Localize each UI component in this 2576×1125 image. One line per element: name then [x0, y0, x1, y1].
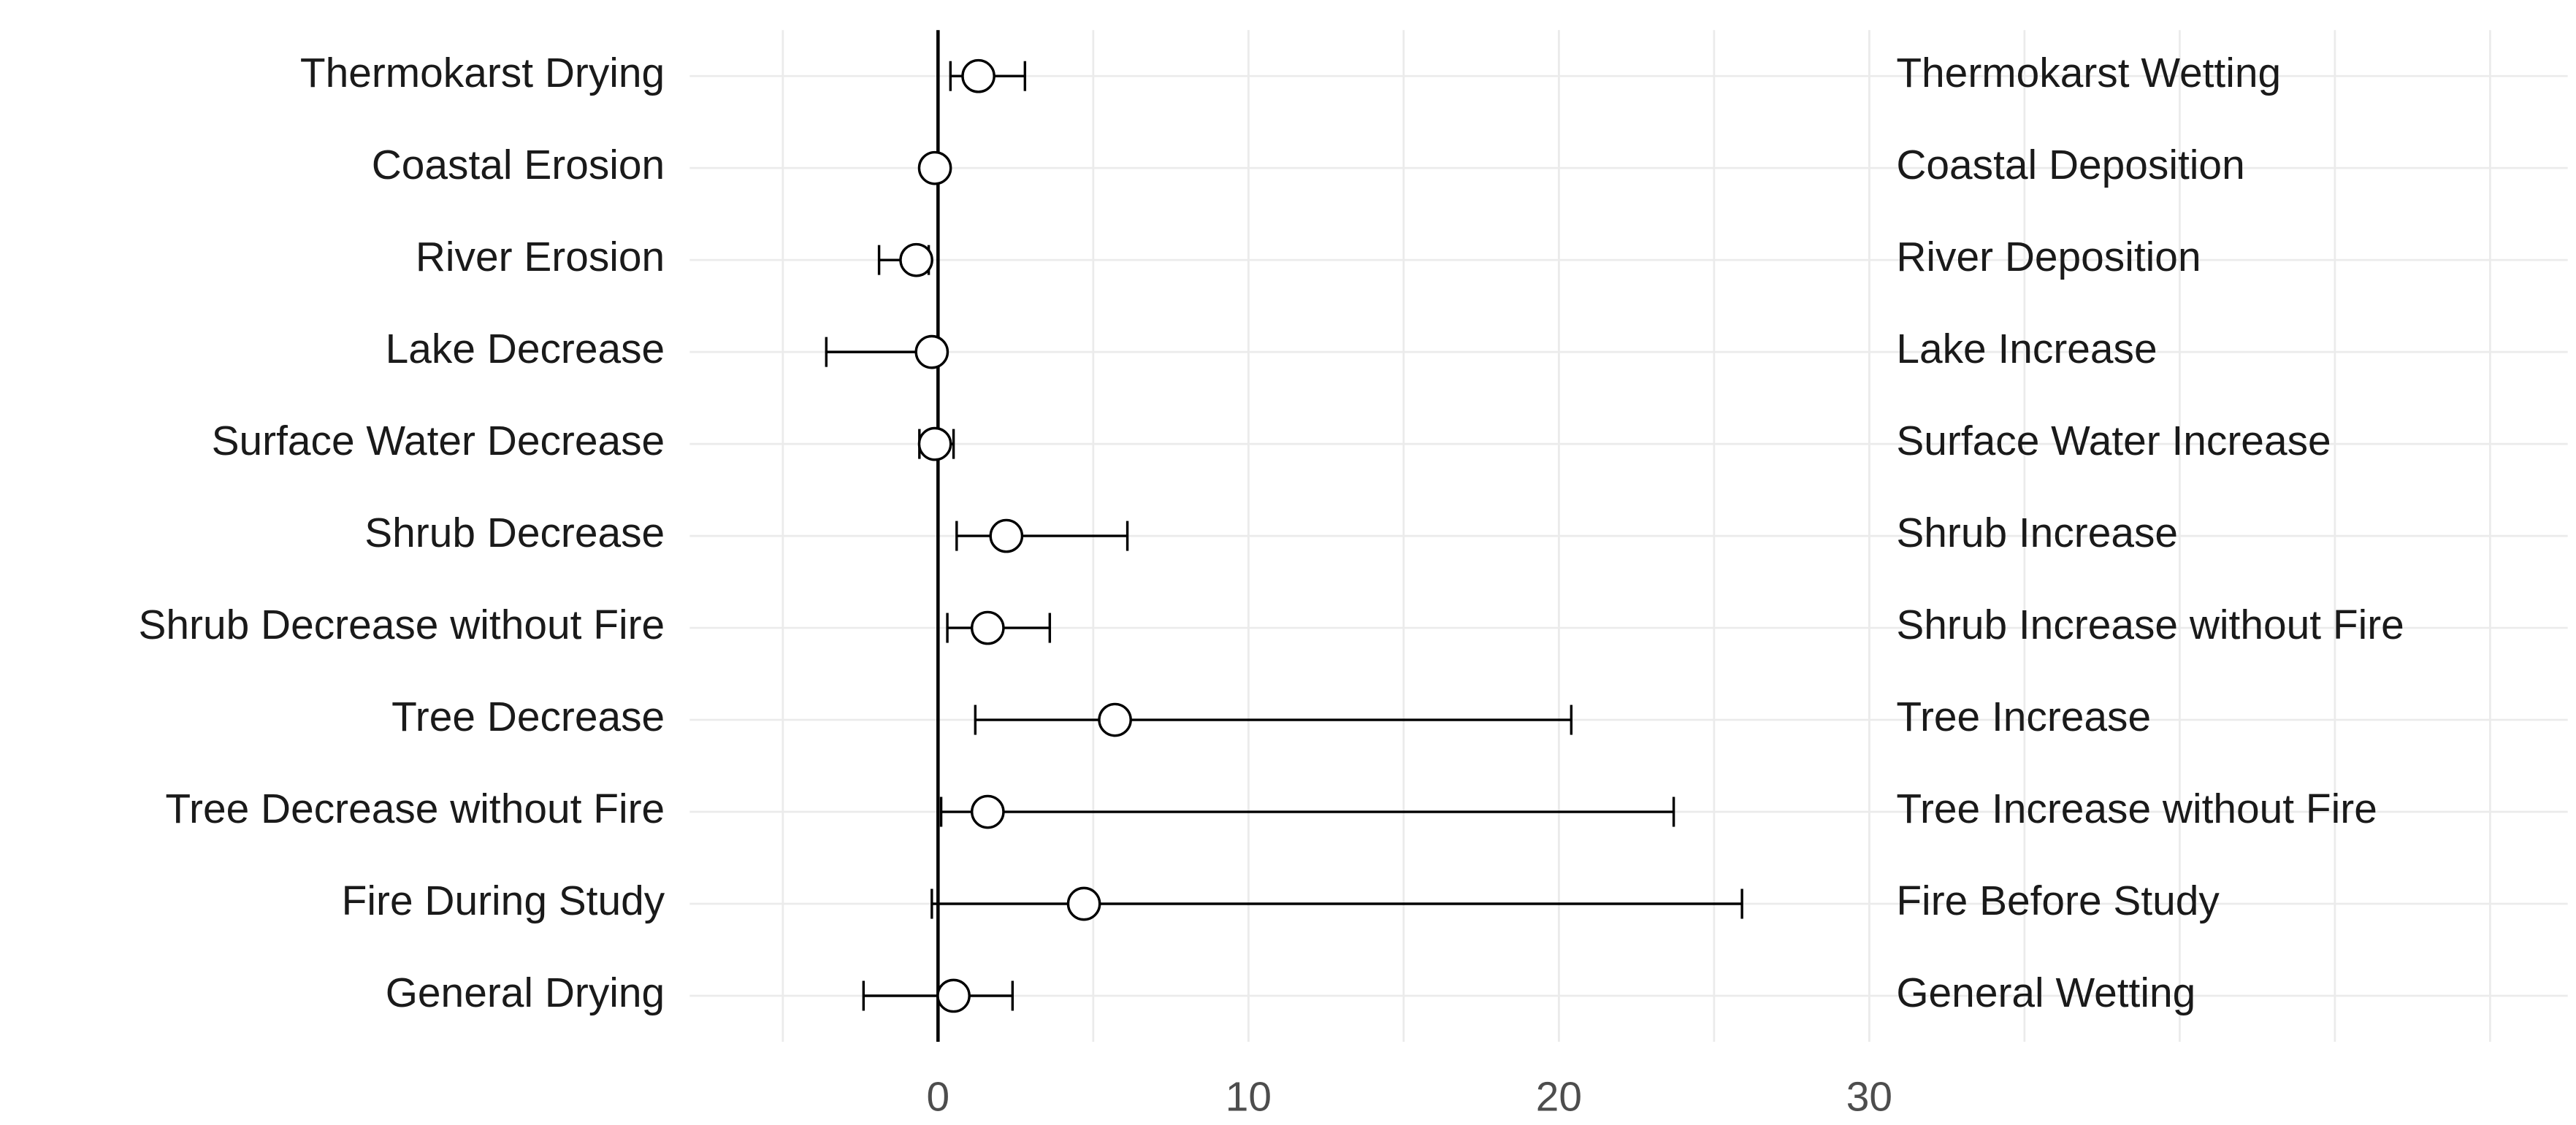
x-tick-label: 30 [1846, 1075, 1892, 1121]
left-label: Tree Decrease without Fire [165, 786, 665, 832]
point [914, 334, 949, 369]
right-label: Thermokarst Wetting [1896, 50, 2281, 96]
point [1066, 886, 1101, 921]
left-label: Thermokarst Drying [300, 50, 665, 96]
point [899, 242, 933, 277]
left-label: General Drying [386, 970, 665, 1016]
left-label: Lake Decrease [386, 326, 665, 372]
right-label: River Deposition [1896, 234, 2201, 280]
right-label: Lake Increase [1896, 326, 2157, 372]
left-label: River Erosion [416, 234, 665, 280]
left-label: Surface Water Decrease [212, 418, 665, 464]
x-tick-label: 10 [1226, 1075, 1272, 1121]
x-tick-label: 0 [927, 1075, 950, 1121]
point [971, 794, 1005, 829]
left-label: Shrub Decrease [364, 510, 665, 556]
right-label: Coastal Deposition [1896, 142, 2244, 188]
point [971, 610, 1005, 645]
x-tick-label: 20 [1536, 1075, 1582, 1121]
point [917, 150, 952, 185]
left-label: Tree Decrease [391, 694, 665, 740]
point [1098, 702, 1132, 737]
right-label: Tree Increase [1896, 694, 2151, 740]
left-label: Coastal Erosion [372, 142, 665, 188]
right-label: Shrub Increase without Fire [1896, 602, 2404, 648]
point [936, 978, 971, 1013]
point [961, 58, 995, 93]
right-label: Fire Before Study [1896, 878, 2220, 924]
right-label: Tree Increase without Fire [1896, 786, 2377, 832]
point [989, 518, 1024, 553]
right-label: Surface Water Increase [1896, 418, 2331, 464]
left-label: Shrub Decrease without Fire [138, 602, 665, 648]
point [917, 426, 952, 461]
right-label: Shrub Increase [1896, 510, 2178, 556]
right-label: General Wetting [1896, 970, 2195, 1016]
left-label: Fire During Study [342, 878, 665, 924]
